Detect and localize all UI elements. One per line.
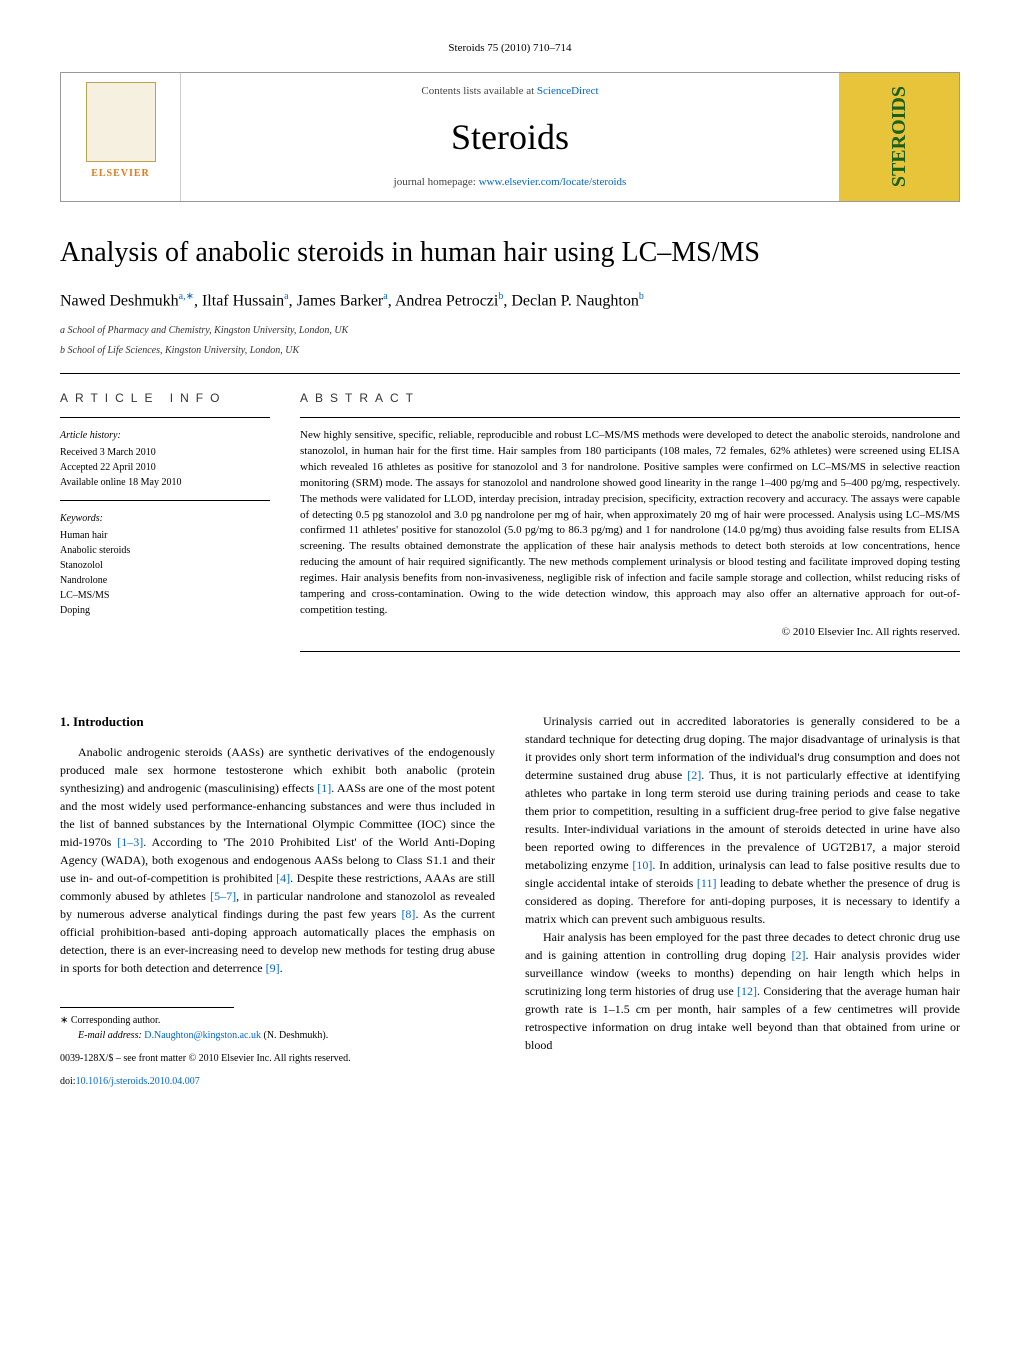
history-heading: Article history:: [60, 428, 270, 443]
page-header: Steroids 75 (2010) 710–714: [60, 40, 960, 57]
keyword-0: Human hair: [60, 528, 270, 543]
author-5: , Declan P. Naughton: [503, 292, 639, 309]
publisher-logo-box: ELSEVIER: [61, 73, 181, 201]
banner-center: Contents lists available at ScienceDirec…: [181, 73, 839, 201]
journal-title: Steroids: [451, 110, 569, 164]
doi-link[interactable]: 10.1016/j.steroids.2010.04.007: [76, 1076, 200, 1087]
cover-text: STEROIDS: [884, 86, 914, 187]
intro-para-3: Hair analysis has been employed for the …: [525, 928, 960, 1054]
info-rule-2: [60, 500, 270, 501]
right-column: Urinalysis carried out in accredited lab…: [525, 712, 960, 1090]
abstract-rule-1: [300, 417, 960, 418]
abstract-text: New highly sensitive, specific, reliable…: [300, 428, 960, 619]
sciencedirect-link[interactable]: ScienceDirect: [537, 85, 599, 97]
rule-1: [60, 373, 960, 374]
available-date: Available online 18 May 2010: [60, 475, 270, 490]
article-info-column: ARTICLE INFO Article history: Received 3…: [60, 389, 270, 662]
ref-1-3[interactable]: [1–3]: [117, 835, 143, 849]
ref-8[interactable]: [8]: [401, 907, 415, 921]
email-after: (N. Deshmukh).: [261, 1030, 328, 1041]
affiliation-a: a School of Pharmacy and Chemistry, King…: [60, 323, 960, 338]
affiliation-b: b School of Life Sciences, Kingston Univ…: [60, 343, 960, 358]
body-columns: 1. Introduction Anabolic androgenic ster…: [60, 712, 960, 1090]
homepage-text: journal homepage:: [394, 176, 479, 188]
keyword-5: Doping: [60, 603, 270, 618]
intro-heading: 1. Introduction: [60, 712, 495, 732]
ref-2b[interactable]: [2]: [791, 948, 805, 962]
ref-11[interactable]: [11]: [697, 876, 717, 890]
p1-g: .: [280, 961, 283, 975]
intro-para-1: Anabolic androgenic steroids (AASs) are …: [60, 743, 495, 977]
email-link[interactable]: D.Naughton@kingston.ac.uk: [144, 1030, 261, 1041]
homepage-link[interactable]: www.elsevier.com/locate/steroids: [479, 176, 627, 188]
intro-para-2: Urinalysis carried out in accredited lab…: [525, 712, 960, 928]
ref-4[interactable]: [4]: [276, 871, 290, 885]
info-rule-1: [60, 417, 270, 418]
keyword-2: Stanozolol: [60, 558, 270, 573]
article-info-label: ARTICLE INFO: [60, 389, 270, 407]
ref-1[interactable]: [1]: [317, 781, 331, 795]
ref-9[interactable]: [9]: [266, 961, 280, 975]
copyright-line: 0039-128X/$ – see front matter © 2010 El…: [60, 1051, 495, 1066]
info-abstract-row: ARTICLE INFO Article history: Received 3…: [60, 389, 960, 662]
abstract-rule-2: [300, 651, 960, 652]
ref-12[interactable]: [12]: [737, 984, 757, 998]
accepted-date: Accepted 22 April 2010: [60, 460, 270, 475]
elsevier-tree-icon: [86, 82, 156, 162]
author-5-sup: b: [639, 291, 644, 302]
doi-label: doi:: [60, 1076, 76, 1087]
author-1-sup: a,∗: [179, 291, 194, 302]
elsevier-text: ELSEVIER: [91, 166, 150, 181]
abstract-label: ABSTRACT: [300, 389, 960, 407]
p2-b: . Thus, it is not particularly effective…: [525, 768, 960, 872]
received-date: Received 3 March 2010: [60, 445, 270, 460]
email-label: E-mail address:: [78, 1030, 144, 1041]
authors-line: Nawed Deshmukha,∗, Iltaf Hussaina, James…: [60, 289, 960, 313]
elsevier-logo: ELSEVIER: [76, 82, 166, 192]
contents-line: Contents lists available at ScienceDirec…: [421, 83, 598, 100]
author-1: Nawed Deshmukh: [60, 292, 179, 309]
email-line: E-mail address: D.Naughton@kingston.ac.u…: [60, 1028, 495, 1043]
ref-10[interactable]: [10]: [632, 858, 652, 872]
keyword-1: Anabolic steroids: [60, 543, 270, 558]
article-title: Analysis of anabolic steroids in human h…: [60, 232, 960, 274]
journal-cover: STEROIDS: [839, 73, 959, 201]
keywords-heading: Keywords:: [60, 511, 270, 526]
left-column: 1. Introduction Anabolic androgenic ster…: [60, 712, 495, 1090]
homepage-line: journal homepage: www.elsevier.com/locat…: [394, 174, 627, 191]
ref-2a[interactable]: [2]: [687, 768, 701, 782]
author-2: , Iltaf Hussain: [194, 292, 284, 309]
contents-text: Contents lists available at: [421, 85, 536, 97]
doi-line: doi:10.1016/j.steroids.2010.04.007: [60, 1074, 495, 1089]
journal-banner: ELSEVIER Contents lists available at Sci…: [60, 72, 960, 202]
keyword-4: LC–MS/MS: [60, 588, 270, 603]
abstract-copyright: © 2010 Elsevier Inc. All rights reserved…: [300, 624, 960, 641]
abstract-column: ABSTRACT New highly sensitive, specific,…: [300, 389, 960, 662]
footnote-rule: [60, 1007, 234, 1008]
ref-5-7[interactable]: [5–7]: [210, 889, 236, 903]
corresponding-author: ∗ Corresponding author.: [60, 1013, 495, 1028]
author-4: , Andrea Petroczi: [388, 292, 499, 309]
keyword-3: Nandrolone: [60, 573, 270, 588]
author-3: , James Barker: [289, 292, 384, 309]
